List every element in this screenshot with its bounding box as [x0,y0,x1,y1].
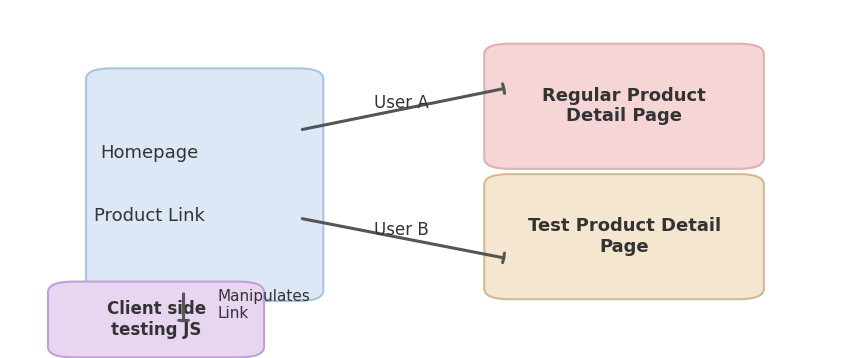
Text: Test Product Detail
Page: Test Product Detail Page [528,217,721,256]
Text: User A: User A [374,93,429,112]
Text: Homepage


Product Link: Homepage Product Link [94,145,205,225]
Text: Regular Product
Detail Page: Regular Product Detail Page [542,87,706,125]
FancyBboxPatch shape [86,68,323,301]
FancyBboxPatch shape [484,44,764,169]
Text: Manipulates
Link: Manipulates Link [218,289,310,321]
FancyBboxPatch shape [484,174,764,299]
Text: User B: User B [374,221,429,239]
Text: Client side
testing JS: Client side testing JS [107,300,206,339]
FancyBboxPatch shape [48,282,264,357]
